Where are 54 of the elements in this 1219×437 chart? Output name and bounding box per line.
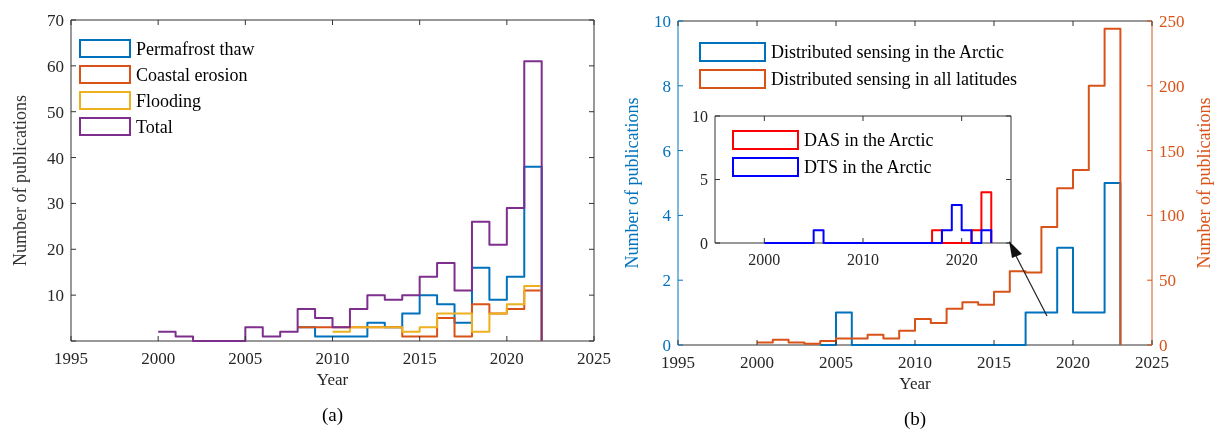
y-tick-label: 60 bbox=[47, 56, 64, 76]
x-tick-label: 2010 bbox=[847, 251, 879, 268]
y-tick-label: 0 bbox=[662, 335, 671, 355]
y-tick-label: 2 bbox=[662, 271, 671, 291]
x-axis-title: Year bbox=[899, 374, 931, 393]
y2-tick-label: 0 bbox=[1159, 335, 1168, 355]
x-tick-label: 2000 bbox=[740, 353, 774, 372]
legend-label: DAS in the Arctic bbox=[804, 130, 934, 151]
legend-label: Coastal erosion bbox=[136, 64, 248, 85]
x-tick-label: 1995 bbox=[661, 353, 695, 372]
y-tick-label: 70 bbox=[47, 10, 64, 30]
x-tick-label: 1995 bbox=[54, 349, 88, 368]
y-tick-label: 8 bbox=[662, 76, 671, 96]
y-tick-label: 6 bbox=[662, 141, 671, 161]
x-tick-label: 2020 bbox=[945, 251, 978, 268]
y-tick-label: 50 bbox=[47, 102, 64, 122]
y-tick-label: 10 bbox=[654, 11, 671, 31]
y2-tick-label: 150 bbox=[1159, 141, 1185, 161]
legend-label: Total bbox=[136, 116, 173, 137]
y-tick-label: 5 bbox=[700, 171, 708, 189]
x-tick-label: 2005 bbox=[228, 349, 263, 368]
y-tick-label: 40 bbox=[47, 148, 64, 168]
x-tick-label: 2015 bbox=[977, 353, 1011, 372]
y2-tick-label: 200 bbox=[1159, 76, 1185, 96]
x-tick-label: 2010 bbox=[898, 353, 932, 372]
legend-label: Distributed sensing in the Arctic bbox=[771, 42, 1004, 63]
text: (a) bbox=[321, 404, 344, 426]
y-tick-label: 20 bbox=[47, 240, 64, 260]
x-tick-label: 2000 bbox=[748, 251, 781, 268]
y-axis-title: Number of publications bbox=[622, 97, 642, 269]
x-tick-label: 2015 bbox=[402, 349, 437, 368]
y-tick-label: 10 bbox=[47, 286, 64, 306]
x-tick-label: 2025 bbox=[1135, 353, 1169, 372]
y2-tick-label: 50 bbox=[1159, 271, 1176, 291]
legend-label: Flooding bbox=[136, 90, 202, 111]
x-tick-label: 2025 bbox=[577, 349, 611, 368]
y-tick-label: 30 bbox=[47, 194, 64, 214]
y-tick-label: 0 bbox=[700, 234, 708, 252]
x-tick-label: 2010 bbox=[315, 349, 350, 368]
x-tick-label: 2005 bbox=[819, 353, 853, 372]
x-axis-title: Year bbox=[316, 370, 349, 389]
text: (b) bbox=[903, 408, 927, 430]
legend-label: DTS in the Arctic bbox=[804, 157, 932, 178]
y-tick-label: 10 bbox=[692, 107, 708, 125]
x-tick-label: 2020 bbox=[489, 349, 524, 368]
x-tick-label: 2000 bbox=[141, 349, 176, 368]
legend-label: Permafrost thaw bbox=[136, 38, 255, 59]
y-axis-title: Number of publications bbox=[10, 95, 30, 266]
x-tick-label: 2020 bbox=[1056, 353, 1090, 372]
y2-tick-label: 250 bbox=[1159, 11, 1185, 31]
y2-axis-title: Number of publications bbox=[1194, 97, 1214, 269]
y-tick-label: 4 bbox=[662, 206, 672, 226]
legend-label: Distributed sensing in all latitudes bbox=[771, 69, 1017, 90]
y2-tick-label: 100 bbox=[1159, 206, 1185, 226]
